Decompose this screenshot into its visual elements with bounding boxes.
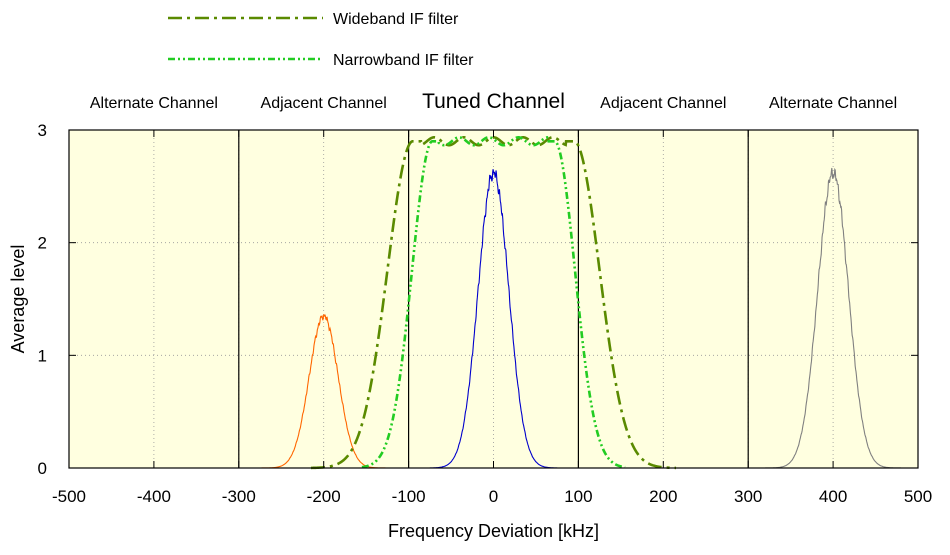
x-tick-label: 0 xyxy=(489,487,498,506)
legend: Wideband IF filter Narrowband IF filter xyxy=(168,11,474,69)
x-tick-label: 400 xyxy=(819,487,847,506)
y-tick-label: 3 xyxy=(38,121,47,140)
signal-curve xyxy=(429,169,558,469)
y-tick-label: 1 xyxy=(38,346,47,365)
x-tick-label: -300 xyxy=(222,487,256,506)
channel-label: Alternate Channel xyxy=(769,95,897,112)
tick-labels: -500 -400 -300 -200 -100 0 100 200 300 400 500 0 1 2 3 xyxy=(38,121,933,506)
y-tick-label: 2 xyxy=(38,234,47,253)
x-tick-label: -200 xyxy=(307,487,341,506)
filter-curve xyxy=(310,136,677,470)
channel-label: Tuned Channel xyxy=(422,90,565,113)
channel-label: Adjacent Channel xyxy=(261,95,387,112)
y-tick-label: 0 xyxy=(38,459,47,478)
legend-label-wideband: Wideband IF filter xyxy=(333,11,459,28)
channel-labels: Alternate Channel Adjacent Channel Tuned C… xyxy=(90,90,897,113)
x-tick-label: 300 xyxy=(734,487,762,506)
x-tick-label: -400 xyxy=(137,487,171,506)
axis-ticks xyxy=(68,129,919,469)
legend-label-narrowband: Narrowband IF filter xyxy=(333,52,474,69)
y-axis-label: Average level xyxy=(8,245,28,354)
x-tick-label: -100 xyxy=(392,487,426,506)
signal-curve xyxy=(765,167,902,469)
channel-label: Alternate Channel xyxy=(90,95,218,112)
filter-curve xyxy=(361,136,626,469)
x-tick-label: 200 xyxy=(649,487,677,506)
x-axis-label: Frequency Deviation [kHz] xyxy=(388,521,599,541)
channel-label: Adjacent Channel xyxy=(600,95,726,112)
x-tick-label: 100 xyxy=(564,487,592,506)
x-tick-label: -500 xyxy=(52,487,86,506)
x-tick-label: 500 xyxy=(904,487,932,506)
